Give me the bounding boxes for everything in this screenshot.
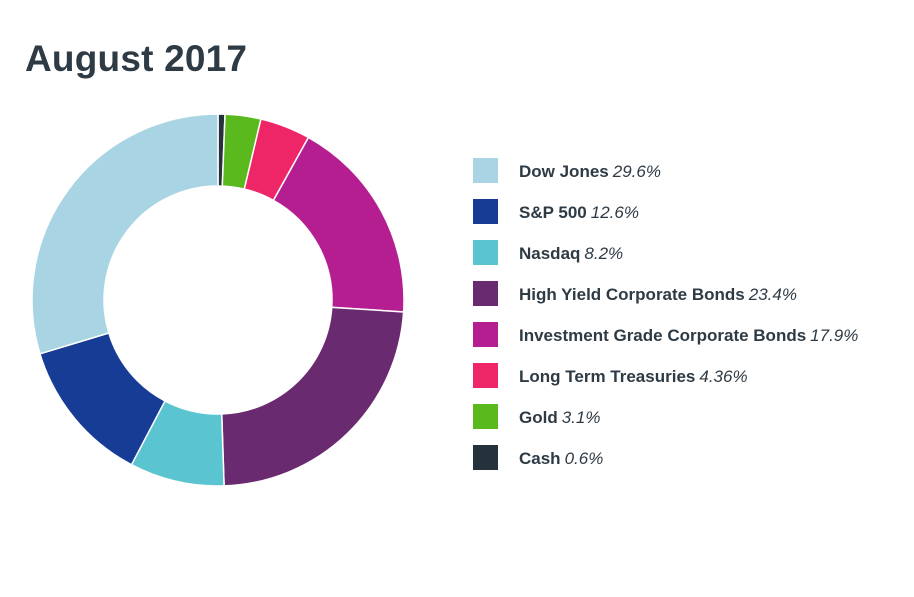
legend-item-dow-jones: Dow Jones 29.6% [473, 158, 903, 199]
legend-value: 0.6% [564, 449, 604, 468]
legend-text: Long Term Treasuries 4.36% [519, 363, 748, 390]
chart-title: August 2017 [25, 38, 248, 79]
legend-value: 3.1% [561, 408, 601, 427]
legend-label: Investment Grade Corporate Bonds [519, 326, 807, 345]
legend-label: Long Term Treasuries [519, 367, 696, 386]
legend-swatch [473, 363, 498, 388]
legend-value: 23.4% [748, 285, 797, 304]
legend-label: High Yield Corporate Bonds [519, 285, 745, 304]
legend-swatch [473, 240, 498, 265]
legend-item-cash: Cash 0.6% [473, 445, 903, 486]
legend-swatch [473, 322, 498, 347]
legend-text: S&P 500 12.6% [519, 199, 639, 226]
legend-text: Nasdaq 8.2% [519, 240, 623, 267]
legend-swatch [473, 445, 498, 470]
legend-text: Investment Grade Corporate Bonds 17.9% [519, 322, 858, 349]
legend-label: S&P 500 [519, 203, 587, 222]
legend-item-investment-grade-corporate-bonds: Investment Grade Corporate Bonds 17.9% [473, 322, 903, 363]
legend-item-nasdaq: Nasdaq 8.2% [473, 240, 903, 281]
legend-item-long-term-treasuries: Long Term Treasuries 4.36% [473, 363, 903, 404]
legend-value: 4.36% [699, 367, 748, 386]
chart-legend: Dow Jones 29.6% S&P 500 12.6% Nasdaq 8.2% High… [473, 158, 903, 486]
legend-text: High Yield Corporate Bonds 23.4% [519, 281, 797, 308]
legend-swatch [473, 199, 498, 224]
donut-slices [31, 113, 405, 487]
legend-text: Gold 3.1% [519, 404, 600, 431]
legend-text: Cash 0.6% [519, 445, 603, 472]
legend-item-high-yield-corporate-bonds: High Yield Corporate Bonds 23.4% [473, 281, 903, 322]
legend-value: 17.9% [810, 326, 859, 345]
legend-label: Dow Jones [519, 162, 609, 181]
legend-value: 8.2% [584, 244, 624, 263]
slice-dow-jones [31, 113, 219, 355]
legend-swatch [473, 404, 498, 429]
slice-high-yield-corporate-bonds [220, 306, 405, 487]
legend-text: Dow Jones 29.6% [519, 158, 661, 185]
legend-value: 29.6% [612, 162, 661, 181]
slice-investment-grade-corporate-bonds [272, 136, 405, 313]
legend-value: 12.6% [590, 203, 639, 222]
legend-label: Gold [519, 408, 558, 427]
legend-label: Nasdaq [519, 244, 581, 263]
legend-swatch [473, 281, 498, 306]
legend-item-sandp-500: S&P 500 12.6% [473, 199, 903, 240]
legend-label: Cash [519, 449, 561, 468]
legend-swatch [473, 158, 498, 183]
legend-item-gold: Gold 3.1% [473, 404, 903, 445]
